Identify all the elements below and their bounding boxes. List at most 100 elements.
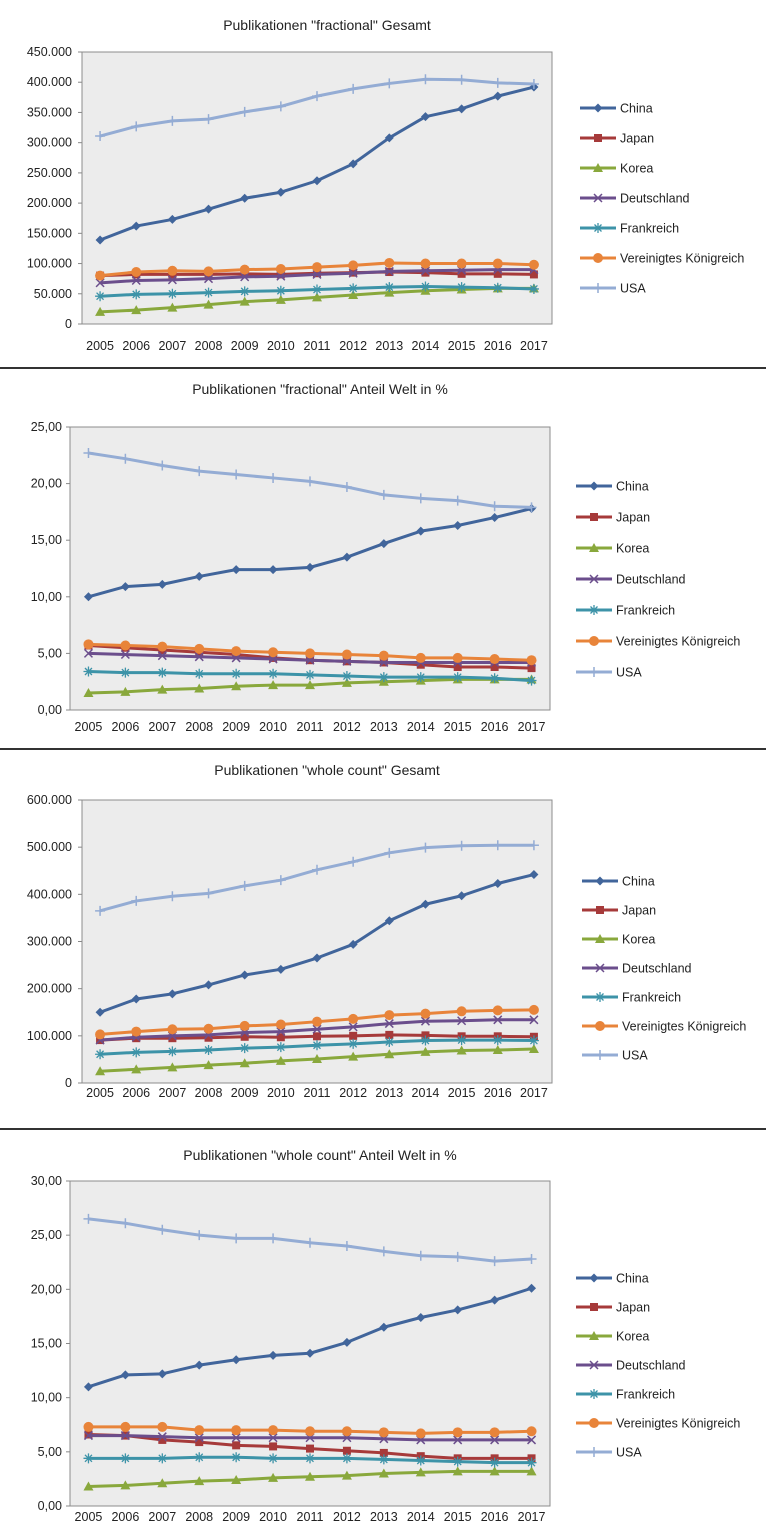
data-point-china bbox=[167, 989, 177, 999]
y-tick-label: 10,00 bbox=[31, 1391, 62, 1405]
data-point-frankreich bbox=[526, 675, 537, 686]
data-point-china bbox=[416, 1313, 426, 1322]
legend-item-frankreich: Frankreich bbox=[580, 222, 679, 236]
data-point-usa bbox=[341, 481, 352, 492]
data-point-korea bbox=[120, 686, 131, 696]
line-chart-4: Publikationen "whole count" Anteil Welt … bbox=[31, 1147, 741, 1524]
data-point-frankreich bbox=[83, 1453, 94, 1464]
data-point-japan bbox=[195, 1438, 204, 1447]
legend-item-korea: Korea bbox=[576, 1330, 649, 1344]
data-point-korea bbox=[268, 1472, 279, 1482]
data-point-vereinigtes-koenigreich bbox=[157, 641, 168, 652]
data-point-vereinigtes-koenigreich bbox=[157, 1421, 168, 1432]
legend-item-korea: Korea bbox=[580, 162, 653, 176]
data-point-usa bbox=[95, 131, 106, 142]
data-point-deutschland bbox=[167, 275, 177, 285]
legend-label: Japan bbox=[616, 1301, 650, 1315]
data-point-vereinigtes-koenigreich bbox=[378, 1427, 389, 1438]
data-point-vereinigtes-koenigreich bbox=[312, 262, 322, 273]
data-point-vereinigtes-koenigreich bbox=[95, 1029, 106, 1040]
y-tick-label: 20,00 bbox=[31, 477, 62, 491]
series-usa bbox=[95, 840, 539, 916]
data-point-deutschland bbox=[157, 651, 167, 661]
data-point-china bbox=[120, 582, 130, 592]
data-point-vereinigtes-koenigreich bbox=[83, 639, 94, 650]
data-point-korea bbox=[305, 1471, 315, 1481]
data-point-frankreich bbox=[275, 285, 286, 296]
x-tick-label: 2017 bbox=[520, 339, 548, 353]
data-point-deutschland bbox=[490, 1435, 500, 1445]
data-point-usa bbox=[378, 489, 389, 500]
y-tick-label: 0,00 bbox=[38, 1499, 62, 1513]
x-tick-label: 2011 bbox=[297, 720, 324, 734]
series-vereinigtes-koenigreich bbox=[83, 639, 537, 666]
legend-label: Vereinigtes Königreich bbox=[616, 635, 740, 649]
data-point-usa bbox=[489, 1256, 500, 1267]
data-point-deutschland bbox=[157, 1432, 167, 1442]
data-point-frankreich bbox=[167, 288, 178, 299]
legend-marker bbox=[595, 1021, 605, 1031]
y-tick-label: 100.000 bbox=[27, 257, 72, 271]
data-point-usa bbox=[268, 472, 279, 483]
data-point-vereinigtes-koenigreich bbox=[120, 640, 131, 651]
series-usa bbox=[95, 74, 539, 142]
data-point-vereinigtes-koenigreich bbox=[420, 1008, 431, 1019]
data-point-deutschland bbox=[493, 1015, 503, 1025]
data-point-vereinigtes-koenigreich bbox=[341, 649, 352, 660]
data-point-japan bbox=[342, 1446, 351, 1455]
data-point-frankreich bbox=[83, 666, 94, 677]
y-tick-label: 0 bbox=[65, 1076, 72, 1090]
legend-item-china: China bbox=[580, 102, 653, 116]
data-point-frankreich bbox=[452, 1456, 463, 1467]
x-tick-label: 2010 bbox=[267, 1086, 295, 1100]
legend-marker bbox=[595, 876, 605, 886]
data-point-china bbox=[83, 592, 93, 602]
y-tick-label: 450.000 bbox=[27, 45, 72, 59]
data-point-vereinigtes-koenigreich bbox=[489, 654, 500, 665]
legend-marker bbox=[595, 992, 605, 1002]
data-point-frankreich bbox=[492, 1035, 503, 1046]
data-point-deutschland bbox=[312, 269, 322, 279]
x-tick-label: 2009 bbox=[222, 720, 250, 734]
data-point-deutschland bbox=[384, 266, 394, 276]
y-tick-label: 0 bbox=[65, 317, 72, 331]
data-point-usa bbox=[489, 501, 500, 512]
y-tick-label: 200.000 bbox=[27, 982, 72, 996]
x-tick-label: 2005 bbox=[86, 1086, 114, 1100]
data-point-frankreich bbox=[348, 1038, 359, 1049]
legend-item-vereinigtes-koenigreich: Vereinigtes Königreich bbox=[580, 252, 744, 266]
data-point-korea bbox=[194, 683, 205, 693]
data-point-vereinigtes-koenigreich bbox=[420, 258, 431, 269]
series-china bbox=[95, 82, 539, 245]
legend-label: Deutschland bbox=[616, 573, 686, 587]
series-usa bbox=[83, 1213, 537, 1267]
data-point-frankreich bbox=[348, 283, 359, 294]
data-point-usa bbox=[131, 121, 142, 132]
data-point-china bbox=[384, 916, 394, 926]
data-point-vereinigtes-koenigreich bbox=[83, 1421, 94, 1432]
legend-label: Deutschland bbox=[616, 1359, 686, 1373]
data-point-usa bbox=[203, 888, 214, 899]
x-tick-label: 2006 bbox=[122, 339, 150, 353]
data-point-frankreich bbox=[420, 1035, 431, 1046]
data-point-china bbox=[131, 221, 141, 231]
data-point-usa bbox=[157, 460, 168, 471]
series-korea bbox=[83, 1466, 537, 1491]
data-point-deutschland bbox=[268, 1433, 278, 1443]
legend-marker bbox=[595, 1050, 605, 1060]
data-point-korea bbox=[312, 292, 322, 302]
y-tick-label: 300.000 bbox=[27, 935, 72, 949]
y-tick-label: 400.000 bbox=[27, 887, 72, 901]
legend-item-usa: USA bbox=[576, 1446, 642, 1460]
data-point-vereinigtes-koenigreich bbox=[95, 270, 106, 281]
data-point-frankreich bbox=[528, 1035, 539, 1046]
legend-item-usa: USA bbox=[576, 666, 642, 680]
series-usa bbox=[83, 448, 537, 513]
data-point-korea bbox=[203, 299, 214, 309]
data-point-korea bbox=[384, 1049, 395, 1059]
data-point-usa bbox=[348, 83, 359, 94]
data-point-usa bbox=[384, 78, 395, 89]
data-point-vereinigtes-koenigreich bbox=[231, 646, 242, 657]
x-tick-label: 2006 bbox=[111, 720, 139, 734]
data-point-vereinigtes-koenigreich bbox=[528, 1004, 539, 1015]
